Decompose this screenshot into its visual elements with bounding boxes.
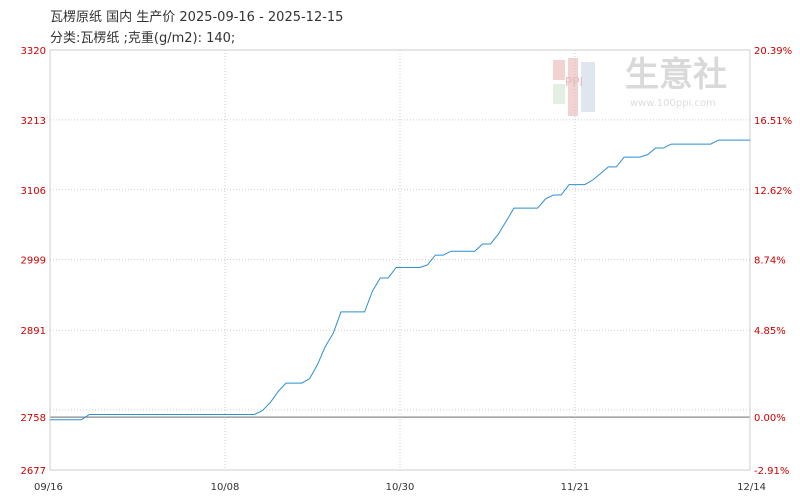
chart-subtitle: 分类:瓦楞纸 ;克重(g/m2): 140; — [50, 31, 236, 46]
y-left-tick-label: 3213 — [21, 116, 46, 127]
watermark-url: www.100ppi.com — [630, 98, 716, 109]
x-tick-label: 10/30 — [386, 482, 415, 493]
watermark: PPI 生意社 www.100ppi.com — [553, 55, 727, 116]
y-right-tick-label: 12.62% — [754, 186, 792, 197]
y-left-tick-label: 2891 — [21, 326, 46, 337]
y-left-tick-label: 2999 — [21, 256, 46, 267]
y-right-tick-label: 20.39% — [754, 46, 792, 57]
watermark-logo-text: PPI — [565, 75, 583, 89]
grid — [50, 50, 750, 470]
series-layer — [50, 139, 750, 421]
y-right-tick-label: 8.74% — [754, 256, 786, 267]
y-right-tick-label: 0.00% — [754, 413, 786, 424]
watermark-brand: 生意社 — [625, 55, 727, 95]
price-series-line — [50, 139, 750, 421]
y-left-tick-label: 2758 — [21, 413, 46, 424]
x-tick-label: 11/21 — [561, 482, 590, 493]
x-tick-label: 09/16 — [34, 482, 63, 493]
x-tick-label: 12/14 — [737, 482, 766, 493]
x-tick-label: 10/08 — [211, 482, 240, 493]
axis-labels: 3320 20.39% 3213 16.51% 3106 12.62% 2999 8.74% 2… — [21, 46, 793, 493]
y-left-tick-label: 3320 — [21, 46, 46, 57]
plot-frame — [49, 49, 751, 471]
y-right-tick-label: -2.91% — [754, 466, 789, 477]
y-right-tick-label: 16.51% — [754, 116, 792, 127]
ppi-logo-icon: PPI — [553, 58, 595, 116]
y-left-tick-label: 3106 — [21, 186, 46, 197]
chart-title: 瓦楞原纸 国内 生产价 2025-09-16 - 2025-12-15 — [50, 10, 344, 25]
y-left-tick-label: 2677 — [21, 466, 46, 477]
y-right-tick-label: 4.85% — [754, 326, 786, 337]
